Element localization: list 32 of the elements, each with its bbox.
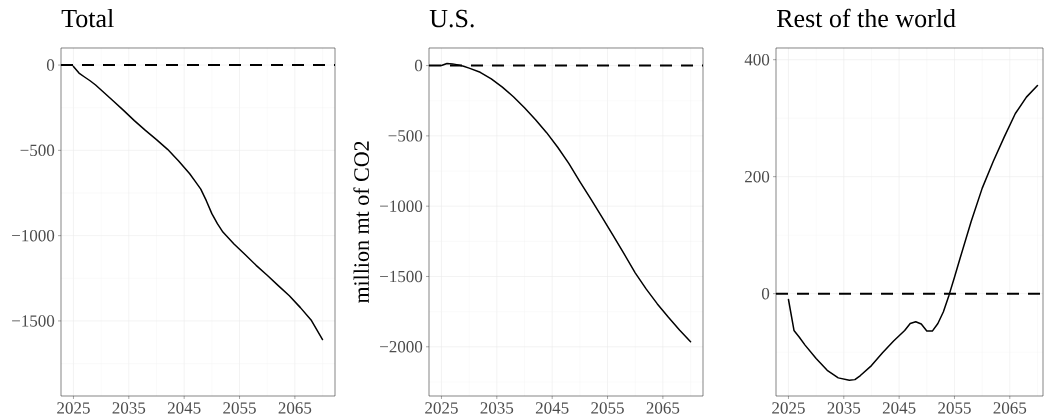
y-tick-label: −500 xyxy=(20,144,55,157)
y-tick-label: 200 xyxy=(745,170,770,183)
x-tick-label: 2035 xyxy=(112,402,146,414)
x-tick-label: 2025 xyxy=(57,402,90,414)
x-tick-label: 2025 xyxy=(772,402,805,414)
y-tick-label: −1500 xyxy=(12,315,55,327)
y-tick-label: −1000 xyxy=(380,200,423,212)
x-tick-label: 2045 xyxy=(167,402,201,414)
y-tick-label: −1500 xyxy=(380,270,423,283)
y-tick-label: 0 xyxy=(46,59,55,71)
y-tick-label: −2000 xyxy=(380,341,423,353)
x-tick-label: 2045 xyxy=(882,402,916,414)
x-tick-label: 2035 xyxy=(827,402,861,414)
x-tick-label: 2065 xyxy=(278,402,312,414)
x-tick-label: 2025 xyxy=(425,402,458,414)
y-tick-label: 400 xyxy=(744,53,770,66)
chart-title: Rest of the world xyxy=(776,8,956,28)
chart-title: Total xyxy=(61,8,114,28)
x-tick-label: 2065 xyxy=(993,402,1027,414)
y-tick-label: −1000 xyxy=(12,229,55,242)
x-tick-label: 2055 xyxy=(591,402,624,414)
y-tick-label: 0 xyxy=(761,287,770,300)
x-tick-label: 2045 xyxy=(535,402,569,414)
x-tick-label: 2055 xyxy=(938,402,971,414)
y-axis-title: million mt of CO2 xyxy=(353,141,370,304)
y-tick-label: 0 xyxy=(414,59,423,72)
chart-title: U.S. xyxy=(429,9,474,28)
y-tick-label: −500 xyxy=(388,130,423,142)
x-tick-label: 2055 xyxy=(223,402,256,414)
line-series xyxy=(72,65,324,341)
x-tick-label: 2065 xyxy=(646,402,680,414)
x-tick-label: 2035 xyxy=(480,402,514,414)
